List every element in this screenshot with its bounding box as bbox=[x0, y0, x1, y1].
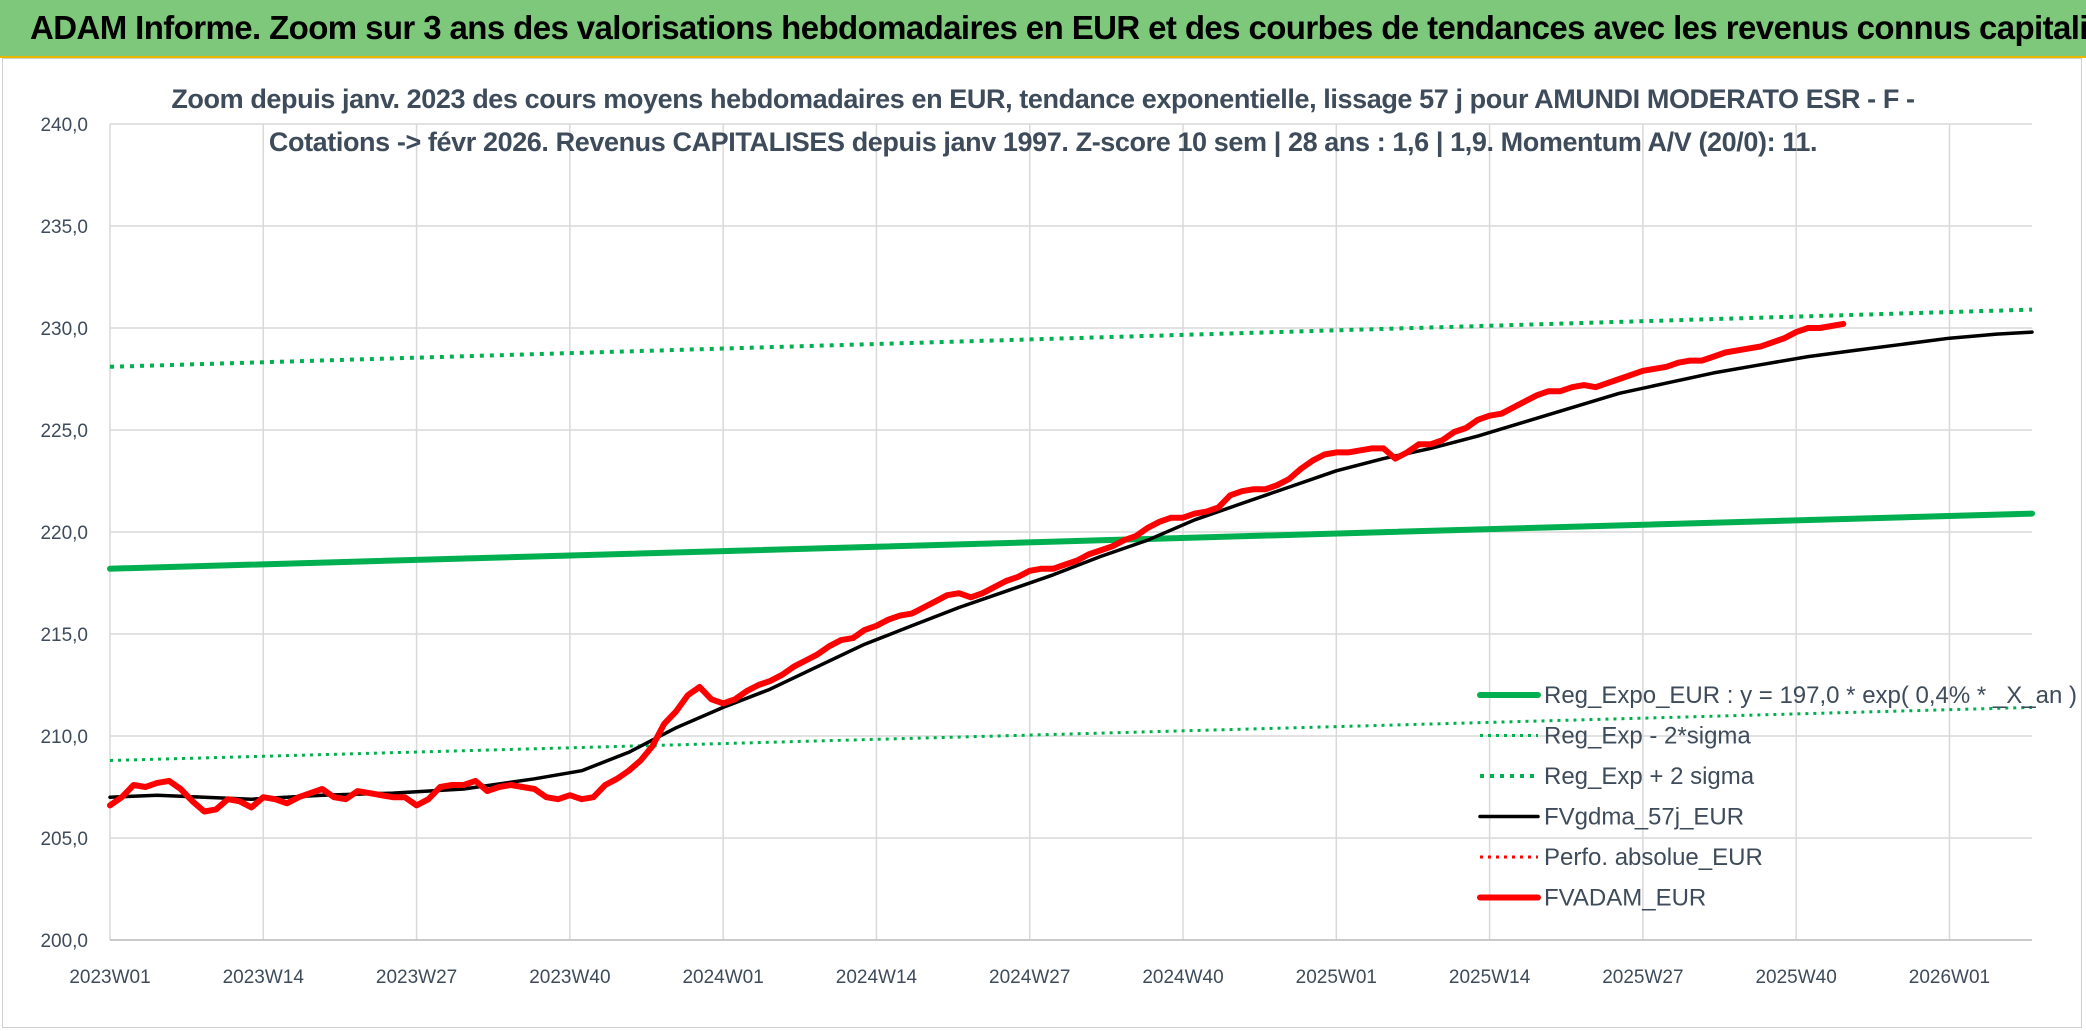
legend-label-4: Perfo. absolue_EUR bbox=[1544, 844, 1763, 871]
series-lines bbox=[107, 307, 2035, 815]
series-line-3 bbox=[108, 330, 2034, 801]
x-tick-label: 2026W01 bbox=[1909, 967, 1990, 988]
series-line-1 bbox=[109, 705, 2033, 762]
y-tick-label: 210,0 bbox=[40, 727, 88, 748]
legend-label-3: FVgdma_57j_EUR bbox=[1544, 804, 1744, 831]
x-tick-label: 2025W14 bbox=[1449, 967, 1531, 988]
x-tick-label: 2023W01 bbox=[69, 967, 150, 988]
x-tick-label: 2024W14 bbox=[836, 967, 918, 988]
legend-label-2: Reg_Exp + 2 sigma bbox=[1544, 763, 1755, 790]
legend-label-5: FVADAM_EUR bbox=[1544, 885, 1706, 912]
series-line-2 bbox=[109, 307, 2033, 369]
x-tick-label: 2023W27 bbox=[376, 967, 457, 988]
x-tick-label: 2025W27 bbox=[1602, 967, 1683, 988]
axes: 200,0 205,0 210,0 215,0 220,0 225,0 230,0 235,0… bbox=[40, 115, 2032, 988]
x-tick-label: 2023W14 bbox=[223, 967, 305, 988]
chart-title-line-2: Cotations -> févr 2026. Revenus CAPITALI… bbox=[268, 127, 1818, 157]
report-banner: ADAM Informe. Zoom sur 3 ans des valoris… bbox=[0, 0, 2086, 58]
chart-title-line-1: Zoom depuis janv. 2023 des cours moyens … bbox=[171, 84, 1915, 114]
x-tick-label: 2024W40 bbox=[1142, 967, 1223, 988]
legend-label-1: Reg_Exp - 2*sigma bbox=[1544, 723, 1751, 750]
y-tick-label: 215,0 bbox=[40, 625, 88, 646]
x-tick-label: 2024W01 bbox=[682, 967, 763, 988]
y-tick-label: 205,0 bbox=[40, 829, 88, 850]
y-tick-label: 225,0 bbox=[40, 421, 88, 442]
series-line-0 bbox=[107, 510, 2035, 572]
y-tick-label: 235,0 bbox=[40, 217, 88, 238]
banner-title: ADAM Informe. Zoom sur 3 ans des valoris… bbox=[30, 9, 2086, 46]
x-tick-label: 2024W27 bbox=[989, 967, 1070, 988]
y-tick-label: 240,0 bbox=[40, 115, 88, 136]
legend-label-0: Reg_Expo_EUR : y = 197,0 * exp( 0,4% * _… bbox=[1544, 682, 2077, 709]
y-tick-label: 230,0 bbox=[40, 319, 88, 340]
x-tick-label: 2025W01 bbox=[1296, 967, 1377, 988]
x-tick-label: 2025W40 bbox=[1755, 967, 1836, 988]
legend: Reg_Expo_EUR : y = 197,0 * exp( 0,4% * _… bbox=[1477, 682, 2077, 912]
y-tick-label: 200,0 bbox=[40, 931, 88, 952]
y-tick-label: 220,0 bbox=[40, 523, 88, 544]
series-line-5 bbox=[107, 320, 1847, 815]
x-tick-label: 2023W40 bbox=[529, 967, 610, 988]
